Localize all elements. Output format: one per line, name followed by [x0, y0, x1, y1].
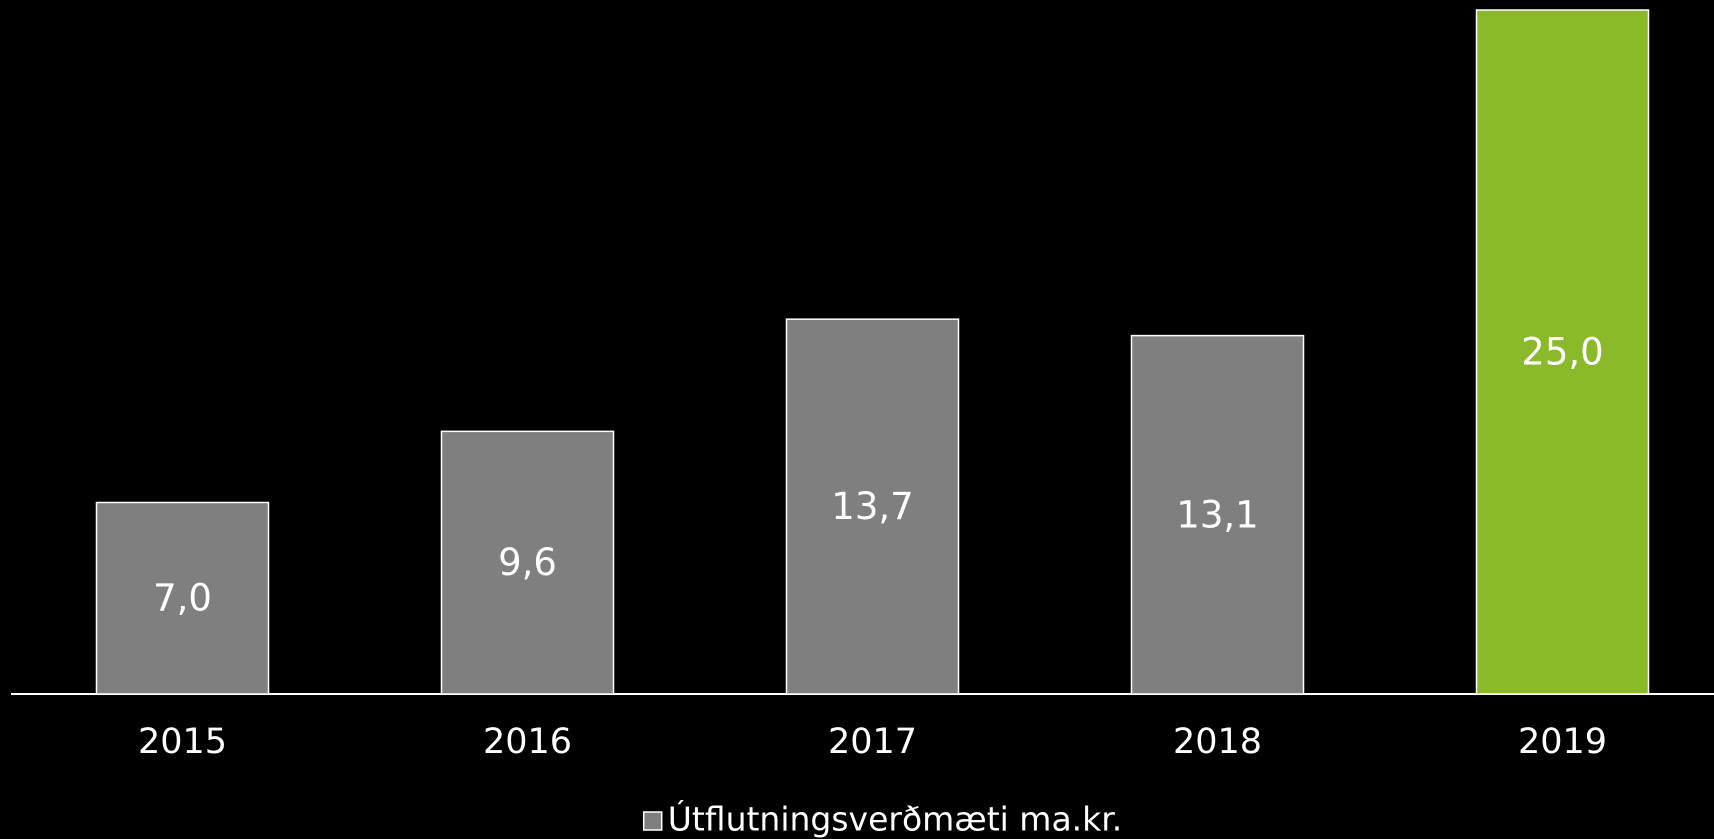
data-label: 13,1 — [1176, 493, 1258, 536]
legend-swatch — [642, 811, 663, 831]
x-tick-label: 2015 — [138, 722, 227, 762]
legend-label: Útflutningsverðmæti ma.kr. — [668, 799, 1123, 839]
bar — [1130, 334, 1305, 695]
data-label: 9,6 — [498, 541, 557, 584]
bar — [785, 318, 960, 695]
bar — [95, 501, 270, 695]
bar — [440, 430, 615, 695]
bar — [1475, 9, 1650, 695]
x-tick-label: 2016 — [483, 722, 572, 762]
data-label: 25,0 — [1521, 331, 1603, 374]
data-label: 7,0 — [153, 577, 212, 620]
x-tick-label: 2019 — [1518, 722, 1607, 762]
data-label: 13,7 — [831, 485, 913, 528]
x-tick-label: 2017 — [828, 722, 917, 762]
x-tick-label: 2018 — [1173, 722, 1262, 762]
